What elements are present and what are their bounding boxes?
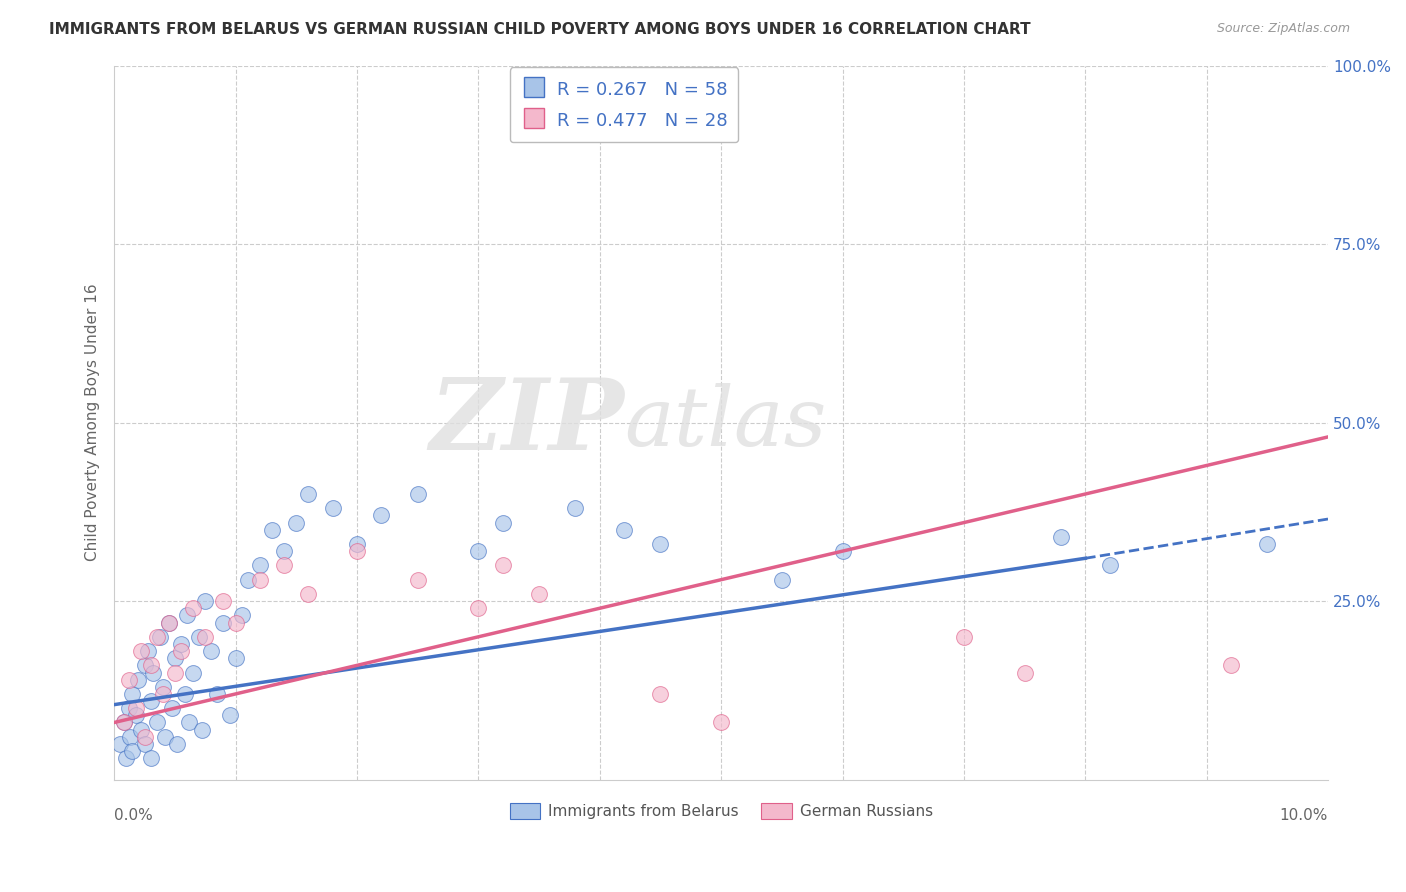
Point — [225, 651, 247, 665]
Point — [152, 680, 174, 694]
Legend: Immigrants from Belarus, German Russians: Immigrants from Belarus, German Russians — [503, 797, 939, 825]
Point — [163, 665, 186, 680]
Text: 10.0%: 10.0% — [1279, 808, 1329, 823]
Point — [176, 608, 198, 623]
Text: 0.0%: 0.0% — [114, 808, 153, 823]
Text: atlas: atlas — [624, 383, 827, 463]
Point — [115, 751, 138, 765]
Point — [129, 723, 152, 737]
Point — [225, 615, 247, 630]
Point — [710, 715, 733, 730]
Point — [467, 601, 489, 615]
Y-axis label: Child Poverty Among Boys Under 16: Child Poverty Among Boys Under 16 — [86, 284, 100, 561]
Point — [1098, 558, 1121, 573]
Point — [492, 558, 515, 573]
Point — [467, 544, 489, 558]
Point — [527, 587, 550, 601]
Point — [194, 594, 217, 608]
Point — [134, 737, 156, 751]
Point — [249, 573, 271, 587]
Point — [236, 573, 259, 587]
Point — [121, 687, 143, 701]
Point — [181, 601, 204, 615]
Point — [285, 516, 308, 530]
Point — [129, 644, 152, 658]
Point — [953, 630, 976, 644]
Point — [145, 630, 167, 644]
Point — [1014, 665, 1036, 680]
Point — [179, 715, 201, 730]
Point — [139, 751, 162, 765]
Point — [613, 523, 636, 537]
Point — [136, 644, 159, 658]
Point — [207, 687, 229, 701]
Point — [118, 701, 141, 715]
Point — [346, 537, 368, 551]
Point — [831, 544, 853, 558]
Point — [322, 501, 344, 516]
Point — [125, 708, 148, 723]
Point — [249, 558, 271, 573]
Point — [231, 608, 253, 623]
Point — [112, 715, 135, 730]
Point — [346, 544, 368, 558]
Point — [170, 637, 193, 651]
Point — [134, 730, 156, 744]
Point — [127, 673, 149, 687]
Point — [370, 508, 392, 523]
Point — [162, 701, 184, 715]
Point — [139, 694, 162, 708]
Point — [157, 615, 180, 630]
Point — [139, 658, 162, 673]
Point — [149, 630, 172, 644]
Point — [406, 487, 429, 501]
Point — [134, 658, 156, 673]
Point — [157, 615, 180, 630]
Point — [650, 537, 672, 551]
Point — [121, 744, 143, 758]
Point — [118, 730, 141, 744]
Point — [260, 523, 283, 537]
Point — [406, 573, 429, 587]
Point — [212, 615, 235, 630]
Text: Source: ZipAtlas.com: Source: ZipAtlas.com — [1216, 22, 1350, 36]
Point — [163, 651, 186, 665]
Point — [145, 715, 167, 730]
Point — [1256, 537, 1278, 551]
Point — [200, 644, 222, 658]
Point — [166, 737, 188, 751]
Point — [170, 644, 193, 658]
Text: IMMIGRANTS FROM BELARUS VS GERMAN RUSSIAN CHILD POVERTY AMONG BOYS UNDER 16 CORR: IMMIGRANTS FROM BELARUS VS GERMAN RUSSIA… — [49, 22, 1031, 37]
Point — [194, 630, 217, 644]
Point — [218, 708, 240, 723]
Point — [112, 715, 135, 730]
Point — [181, 665, 204, 680]
Point — [650, 687, 672, 701]
Point — [492, 516, 515, 530]
Point — [212, 594, 235, 608]
Point — [297, 587, 319, 601]
Point — [770, 573, 793, 587]
Point — [297, 487, 319, 501]
Point — [152, 687, 174, 701]
Point — [142, 665, 165, 680]
Point — [188, 630, 211, 644]
Point — [110, 737, 132, 751]
Point — [118, 673, 141, 687]
Point — [273, 544, 295, 558]
Point — [153, 730, 176, 744]
Point — [273, 558, 295, 573]
Point — [125, 701, 148, 715]
Text: ZIP: ZIP — [429, 375, 624, 471]
Point — [1050, 530, 1073, 544]
Point — [564, 501, 586, 516]
Point — [1220, 658, 1243, 673]
Point — [173, 687, 195, 701]
Point — [190, 723, 212, 737]
